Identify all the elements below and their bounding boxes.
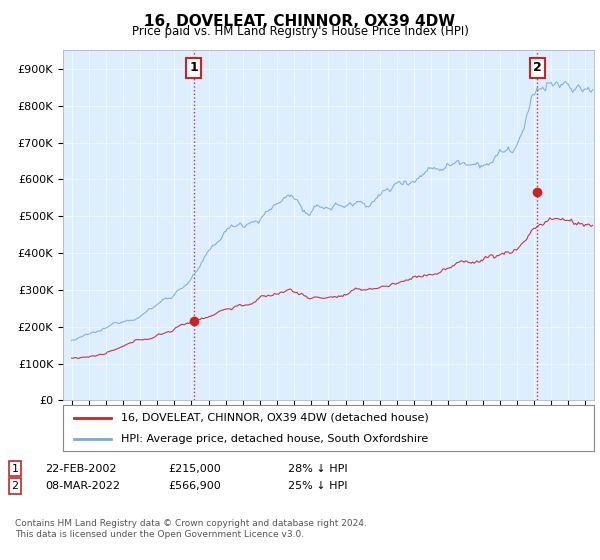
- Text: 1: 1: [190, 62, 198, 74]
- Text: 2: 2: [11, 481, 19, 491]
- Text: £566,900: £566,900: [168, 481, 221, 491]
- Text: 16, DOVELEAT, CHINNOR, OX39 4DW (detached house): 16, DOVELEAT, CHINNOR, OX39 4DW (detache…: [121, 413, 429, 423]
- Text: HPI: Average price, detached house, South Oxfordshire: HPI: Average price, detached house, Sout…: [121, 435, 428, 444]
- Text: 25% ↓ HPI: 25% ↓ HPI: [288, 481, 347, 491]
- Text: 16, DOVELEAT, CHINNOR, OX39 4DW: 16, DOVELEAT, CHINNOR, OX39 4DW: [145, 14, 455, 29]
- Text: £215,000: £215,000: [168, 464, 221, 474]
- Text: 28% ↓ HPI: 28% ↓ HPI: [288, 464, 347, 474]
- Text: This data is licensed under the Open Government Licence v3.0.: This data is licensed under the Open Gov…: [15, 530, 304, 539]
- Text: Price paid vs. HM Land Registry's House Price Index (HPI): Price paid vs. HM Land Registry's House …: [131, 25, 469, 38]
- Text: 08-MAR-2022: 08-MAR-2022: [45, 481, 120, 491]
- Text: 2: 2: [533, 62, 542, 74]
- Text: 22-FEB-2002: 22-FEB-2002: [45, 464, 116, 474]
- Text: Contains HM Land Registry data © Crown copyright and database right 2024.: Contains HM Land Registry data © Crown c…: [15, 519, 367, 528]
- Text: 1: 1: [11, 464, 19, 474]
